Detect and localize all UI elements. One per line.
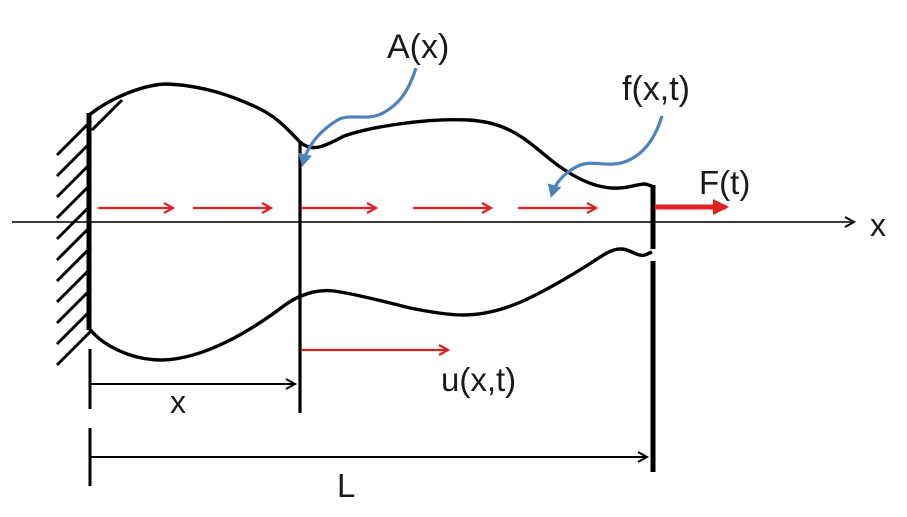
displacement-label: u(x,t) bbox=[441, 361, 516, 398]
hatch-line bbox=[55, 161, 93, 199]
distributed-force-label: f(x,t) bbox=[622, 70, 690, 108]
hatch-line bbox=[55, 308, 93, 346]
bar-bottom-contour bbox=[87, 247, 653, 362]
dimension-l: L bbox=[88, 428, 650, 504]
hatch-line bbox=[55, 119, 93, 157]
hatch-line bbox=[55, 224, 93, 262]
hatch-line bbox=[55, 245, 93, 283]
hatch-line bbox=[90, 98, 124, 132]
area-label: A(x) bbox=[387, 28, 449, 66]
x-axis-label: x bbox=[870, 207, 886, 243]
hatch-line bbox=[55, 287, 93, 325]
distributed-force-callout-arrow bbox=[547, 115, 664, 198]
hatch-line bbox=[55, 203, 93, 241]
dimension-x-label: x bbox=[170, 384, 186, 420]
dimension-l-label: L bbox=[337, 467, 355, 504]
hatch-line bbox=[55, 140, 93, 178]
dimension-x: x bbox=[88, 349, 298, 420]
hatch-line bbox=[55, 266, 93, 304]
hatch-line bbox=[55, 329, 93, 367]
fixed-support bbox=[55, 98, 124, 367]
bar-top-contour bbox=[87, 82, 653, 190]
hatch-line bbox=[55, 182, 93, 220]
area-callout-arrow bbox=[298, 67, 418, 167]
end-force-label: F(t) bbox=[699, 164, 750, 201]
